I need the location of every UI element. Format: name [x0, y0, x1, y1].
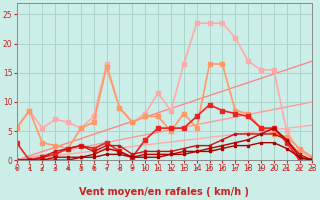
X-axis label: Vent moyen/en rafales ( km/h ): Vent moyen/en rafales ( km/h ) [79, 187, 250, 197]
